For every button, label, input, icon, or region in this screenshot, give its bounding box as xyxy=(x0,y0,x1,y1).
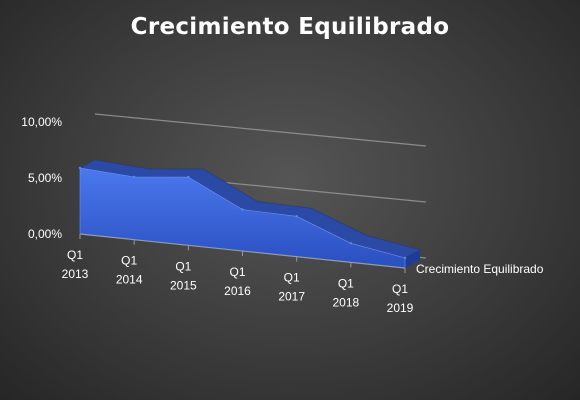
chart-title: Crecimiento Equilibrado xyxy=(130,14,450,40)
x-tick-label: Q1 xyxy=(392,282,408,296)
x-tick-label: Q1 xyxy=(284,271,300,285)
data-point xyxy=(349,242,353,245)
area-side-face xyxy=(405,249,420,268)
y-tick-label: 5,00% xyxy=(28,171,62,185)
gridline xyxy=(94,113,427,147)
x-tick-label: 2018 xyxy=(332,295,359,309)
x-tick-label: 2015 xyxy=(170,278,197,292)
data-point xyxy=(78,166,82,170)
y-tick-label: 0,00% xyxy=(28,227,62,241)
data-point xyxy=(295,215,298,218)
series-label: Crecimiento Equilibrado xyxy=(416,262,544,276)
data-point xyxy=(187,175,190,179)
data-point xyxy=(132,175,136,179)
area-series-crecimiento-equilibrado xyxy=(79,167,406,269)
x-tick-label: 2017 xyxy=(278,290,305,304)
x-tick-label: 2019 xyxy=(387,301,414,315)
x-tick-label: Q1 xyxy=(67,248,83,262)
x-tick-label: Q1 xyxy=(338,276,354,290)
x-tick-label: 2014 xyxy=(116,273,143,287)
x-tick-label: 2013 xyxy=(62,267,89,281)
x-tick-label: Q1 xyxy=(175,259,191,273)
x-tick-label: Q1 xyxy=(121,254,137,268)
y-tick-label: 10,00% xyxy=(21,115,62,129)
data-point xyxy=(241,208,244,211)
x-tick-label: 2016 xyxy=(224,284,251,298)
data-point xyxy=(403,256,407,260)
x-tick-label: Q1 xyxy=(229,265,245,279)
